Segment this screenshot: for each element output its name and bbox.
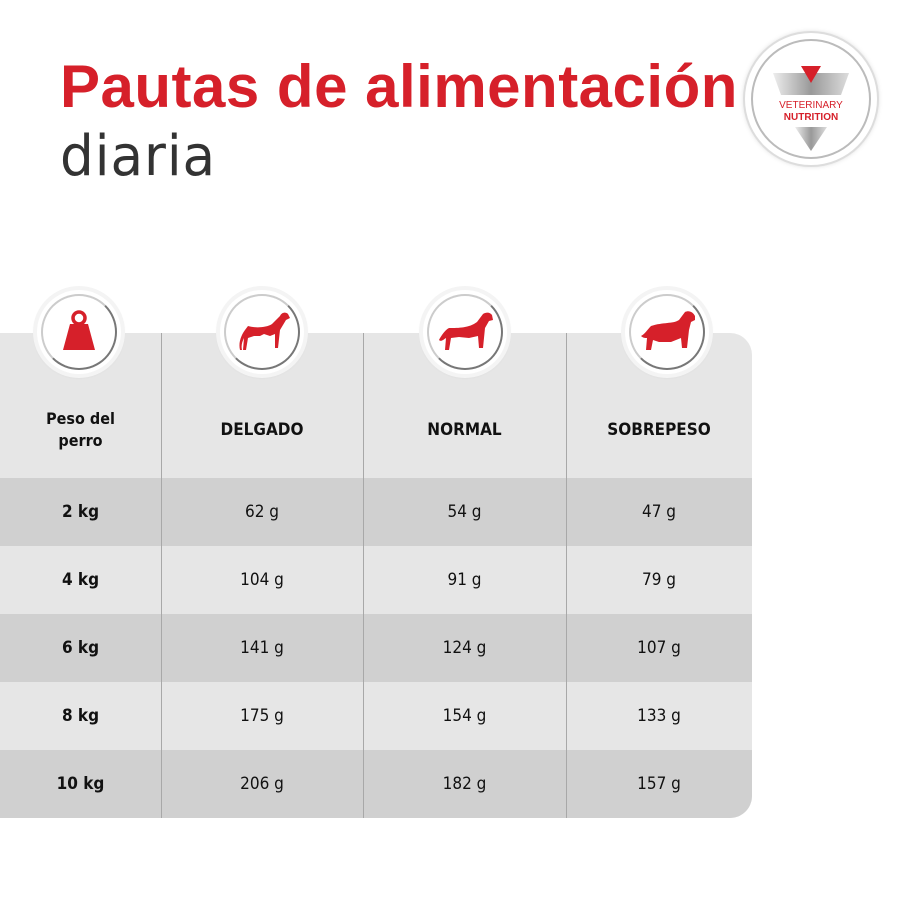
amount-cell: 104 g — [240, 570, 284, 590]
table-row: 4 kg 104 g 91 g 79 g — [0, 546, 752, 614]
amount-cell: 206 g — [240, 774, 284, 794]
amount-cell: 157 g — [637, 774, 681, 794]
page-title: Pautas de alimentación — [60, 53, 738, 120]
amount-cell: 124 g — [442, 638, 487, 658]
divider — [161, 333, 162, 818]
weight-cell: 6 kg — [61, 638, 100, 658]
amount-cell: 79 g — [641, 570, 677, 590]
table-row: 8 kg 175 g 154 g 133 g — [0, 682, 752, 750]
divider — [363, 333, 364, 818]
normal-dog-icon — [423, 290, 507, 374]
table-row: 6 kg 141 g 124 g 107 g — [0, 614, 752, 682]
veterinary-nutrition-logo: VETERINARY NUTRITION — [745, 33, 877, 165]
feeding-table: Peso del perro DELGADO NORMAL SOBREPESO … — [0, 333, 752, 818]
header-weight: Peso del perro — [46, 408, 115, 450]
logo-v-icon — [773, 66, 849, 151]
header-normal: NORMAL — [427, 419, 502, 440]
weight-icon — [37, 290, 121, 374]
amount-cell: 182 g — [442, 774, 487, 794]
weight-cell: 2 kg — [61, 502, 100, 522]
table-row: 10 kg 206 g 182 g 157 g — [0, 750, 752, 818]
amount-cell: 133 g — [637, 706, 681, 726]
thin-dog-icon — [220, 290, 304, 374]
logo-line1: VETERINARY — [779, 100, 843, 111]
header-thin: DELGADO — [220, 419, 304, 440]
divider — [566, 333, 567, 818]
amount-cell: 54 g — [447, 502, 482, 522]
weight-cell: 4 kg — [61, 570, 100, 590]
weight-cell: 10 kg — [56, 774, 105, 794]
amount-cell: 175 g — [240, 706, 284, 726]
table-header: Peso del perro DELGADO NORMAL SOBREPESO — [0, 333, 752, 478]
header-overweight: SOBREPESO — [607, 419, 711, 440]
logo-line2: NUTRITION — [783, 112, 839, 123]
overweight-dog-icon — [625, 290, 709, 374]
amount-cell: 91 g — [447, 570, 482, 590]
table-row: 2 kg 62 g 54 g 47 g — [0, 478, 752, 546]
page-subtitle: diaria — [60, 124, 217, 189]
amount-cell: 62 g — [244, 502, 280, 522]
amount-cell: 47 g — [641, 502, 677, 522]
amount-cell: 107 g — [637, 638, 681, 658]
amount-cell: 141 g — [240, 638, 284, 658]
amount-cell: 154 g — [442, 706, 487, 726]
weight-cell: 8 kg — [61, 706, 100, 726]
